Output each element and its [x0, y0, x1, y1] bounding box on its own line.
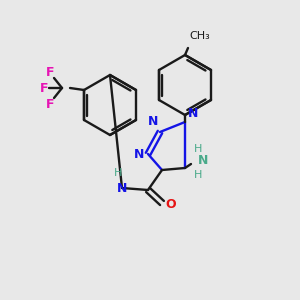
Text: N: N	[148, 115, 158, 128]
Text: O: O	[165, 197, 175, 211]
Text: F: F	[46, 65, 54, 79]
Text: N: N	[134, 148, 144, 160]
Text: F: F	[46, 98, 54, 110]
Text: N: N	[188, 107, 198, 120]
Text: N: N	[117, 182, 127, 194]
Text: H: H	[194, 170, 202, 180]
Text: CH₃: CH₃	[189, 31, 210, 41]
Text: N: N	[198, 154, 208, 167]
Text: H: H	[114, 168, 122, 178]
Text: H: H	[194, 144, 202, 154]
Text: F: F	[40, 82, 48, 94]
